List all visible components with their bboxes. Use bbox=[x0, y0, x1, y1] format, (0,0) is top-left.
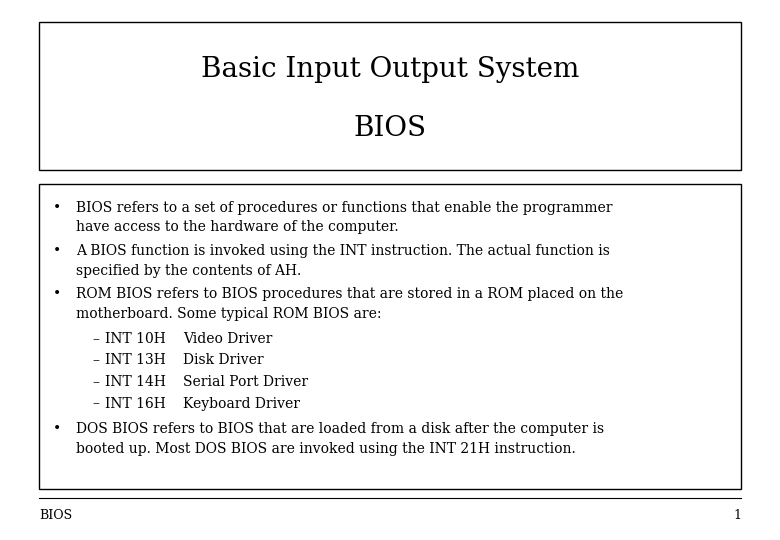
Text: A BIOS function is invoked using the INT instruction. The actual function is: A BIOS function is invoked using the INT… bbox=[76, 244, 610, 258]
Text: •: • bbox=[53, 201, 62, 215]
Text: Video Driver: Video Driver bbox=[183, 332, 273, 346]
Text: DOS BIOS refers to BIOS that are loaded from a disk after the computer is: DOS BIOS refers to BIOS that are loaded … bbox=[76, 422, 604, 436]
Text: INT 16H: INT 16H bbox=[105, 396, 166, 410]
Text: BIOS: BIOS bbox=[353, 115, 427, 142]
Text: INT 14H: INT 14H bbox=[105, 375, 166, 389]
Text: Disk Driver: Disk Driver bbox=[183, 354, 264, 367]
FancyBboxPatch shape bbox=[39, 184, 741, 489]
Text: –: – bbox=[92, 354, 99, 367]
Text: specified by the contents of AH.: specified by the contents of AH. bbox=[76, 264, 302, 278]
Text: Keyboard Driver: Keyboard Driver bbox=[183, 396, 300, 410]
Text: –: – bbox=[92, 332, 99, 346]
Text: 1: 1 bbox=[733, 509, 741, 522]
Text: ROM BIOS refers to BIOS procedures that are stored in a ROM placed on the: ROM BIOS refers to BIOS procedures that … bbox=[76, 287, 624, 301]
Text: Basic Input Output System: Basic Input Output System bbox=[200, 56, 580, 83]
Text: •: • bbox=[53, 287, 62, 301]
Text: •: • bbox=[53, 422, 62, 436]
Text: –: – bbox=[92, 375, 99, 389]
Text: INT 13H: INT 13H bbox=[105, 354, 166, 367]
Text: Serial Port Driver: Serial Port Driver bbox=[183, 375, 308, 389]
Text: –: – bbox=[92, 396, 99, 410]
Text: have access to the hardware of the computer.: have access to the hardware of the compu… bbox=[76, 220, 399, 234]
Text: motherboard. Some typical ROM BIOS are:: motherboard. Some typical ROM BIOS are: bbox=[76, 307, 382, 321]
FancyBboxPatch shape bbox=[39, 22, 741, 170]
Text: BIOS: BIOS bbox=[39, 509, 72, 522]
Text: BIOS refers to a set of procedures or functions that enable the programmer: BIOS refers to a set of procedures or fu… bbox=[76, 201, 613, 215]
Text: INT 10H: INT 10H bbox=[105, 332, 166, 346]
Text: •: • bbox=[53, 244, 62, 258]
Text: booted up. Most DOS BIOS are invoked using the INT 21H instruction.: booted up. Most DOS BIOS are invoked usi… bbox=[76, 442, 576, 456]
